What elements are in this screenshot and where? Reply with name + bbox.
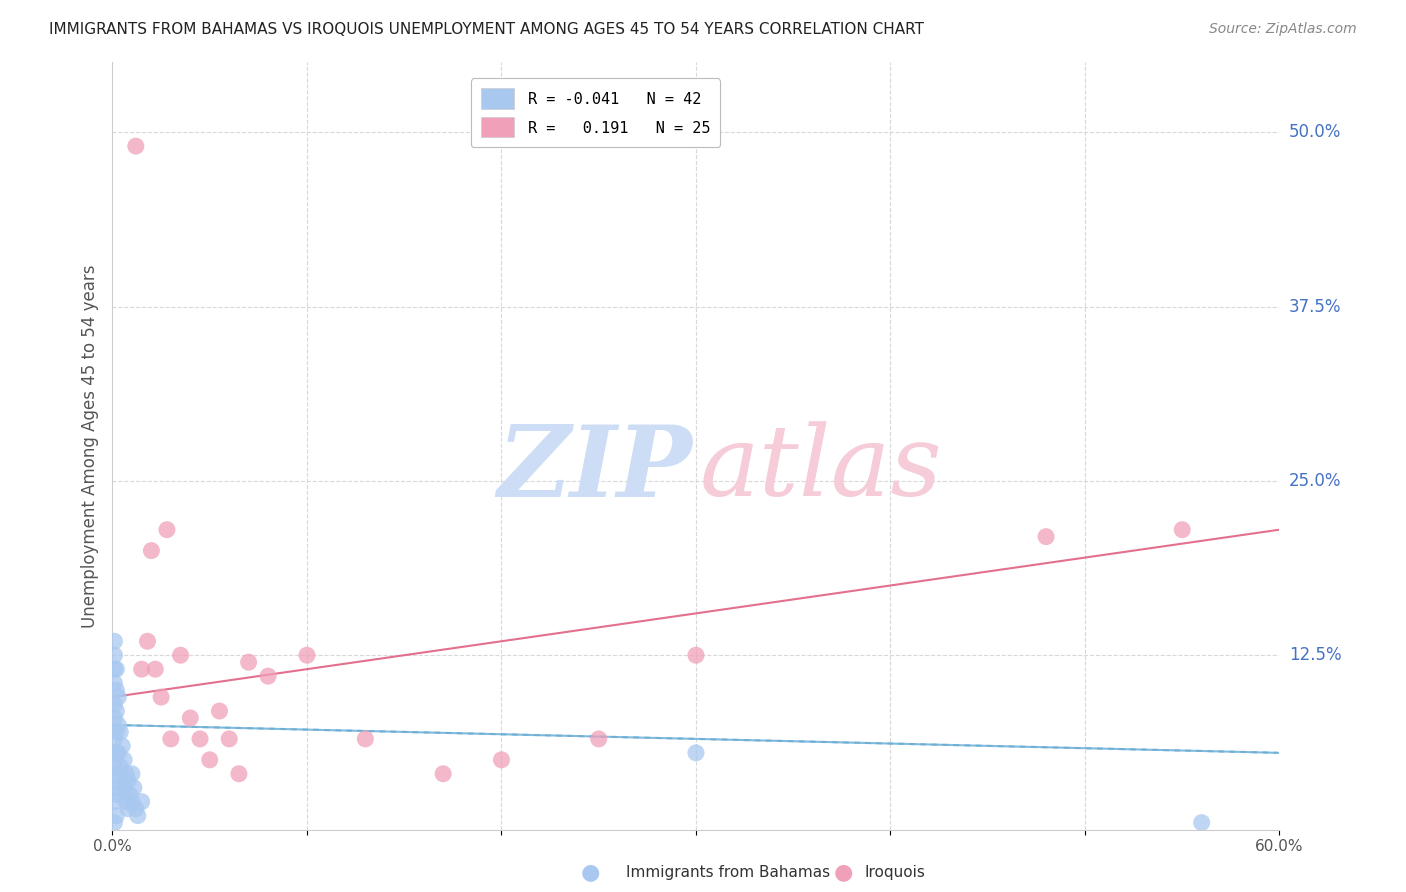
Point [103, 746, 125, 760]
Text: 37.5%: 37.5% [1289, 298, 1341, 316]
Point [228, 766, 250, 780]
Point [103, 773, 125, 788]
Point [107, 718, 129, 732]
Point [118, 788, 141, 802]
Point [105, 766, 128, 780]
Point [1035, 530, 1057, 544]
Point [103, 676, 125, 690]
Text: ●: ● [834, 863, 853, 882]
Text: IMMIGRANTS FROM BAHAMAS VS IROQUOIS UNEMPLOYMENT AMONG AGES 45 TO 54 YEARS CORRE: IMMIGRANTS FROM BAHAMAS VS IROQUOIS UNEM… [49, 22, 924, 37]
Point [125, 139, 148, 153]
Point [218, 731, 240, 746]
Point [107, 690, 129, 704]
Point [105, 662, 128, 676]
Text: ZIP: ZIP [498, 421, 693, 517]
Point [432, 766, 454, 780]
Point [588, 731, 610, 746]
Point [208, 704, 231, 718]
Point [121, 766, 143, 780]
Point [105, 788, 128, 802]
Point [141, 543, 163, 558]
Point [103, 760, 125, 774]
Text: 50.0%: 50.0% [1289, 123, 1341, 141]
Point [131, 795, 153, 809]
Point [105, 808, 128, 822]
Point [150, 690, 173, 704]
Point [1191, 815, 1213, 830]
Point [103, 711, 125, 725]
Point [103, 731, 125, 746]
Point [115, 795, 138, 809]
Point [103, 634, 125, 648]
Point [117, 773, 139, 788]
Point [117, 802, 139, 816]
Text: ●: ● [581, 863, 600, 882]
Point [295, 648, 318, 663]
Point [169, 648, 191, 663]
Point [354, 731, 377, 746]
Text: 12.5%: 12.5% [1289, 646, 1341, 665]
Point [685, 648, 707, 663]
Text: atlas: atlas [699, 421, 942, 516]
Point [131, 662, 153, 676]
Point [112, 780, 135, 795]
Point [105, 746, 128, 760]
Point [103, 795, 125, 809]
Legend: R = -0.041   N = 42, R =   0.191   N = 25: R = -0.041 N = 42, R = 0.191 N = 25 [471, 78, 720, 147]
Point [105, 704, 128, 718]
Point [125, 802, 148, 816]
Point [103, 662, 125, 676]
Point [179, 711, 201, 725]
Point [110, 760, 132, 774]
Point [105, 725, 128, 739]
Point [188, 731, 211, 746]
Text: Iroquois: Iroquois [865, 865, 925, 880]
Point [103, 815, 125, 830]
Point [110, 725, 132, 739]
Point [122, 780, 145, 795]
Point [491, 753, 513, 767]
Text: Source: ZipAtlas.com: Source: ZipAtlas.com [1209, 22, 1357, 37]
Y-axis label: Unemployment Among Ages 45 to 54 years: Unemployment Among Ages 45 to 54 years [80, 264, 98, 628]
Point [127, 808, 149, 822]
Point [111, 739, 134, 753]
Point [685, 746, 707, 760]
Point [160, 731, 183, 746]
Point [1171, 523, 1194, 537]
Point [115, 766, 138, 780]
Point [143, 662, 166, 676]
Point [136, 634, 159, 648]
Point [107, 780, 129, 795]
Point [105, 683, 128, 698]
Point [112, 753, 135, 767]
Text: Immigrants from Bahamas: Immigrants from Bahamas [626, 865, 830, 880]
Point [156, 523, 179, 537]
Point [103, 648, 125, 663]
Point [103, 697, 125, 711]
Point [198, 753, 221, 767]
Point [238, 655, 260, 669]
Text: 25.0%: 25.0% [1289, 472, 1341, 490]
Point [121, 795, 143, 809]
Point [257, 669, 280, 683]
Point [107, 746, 129, 760]
